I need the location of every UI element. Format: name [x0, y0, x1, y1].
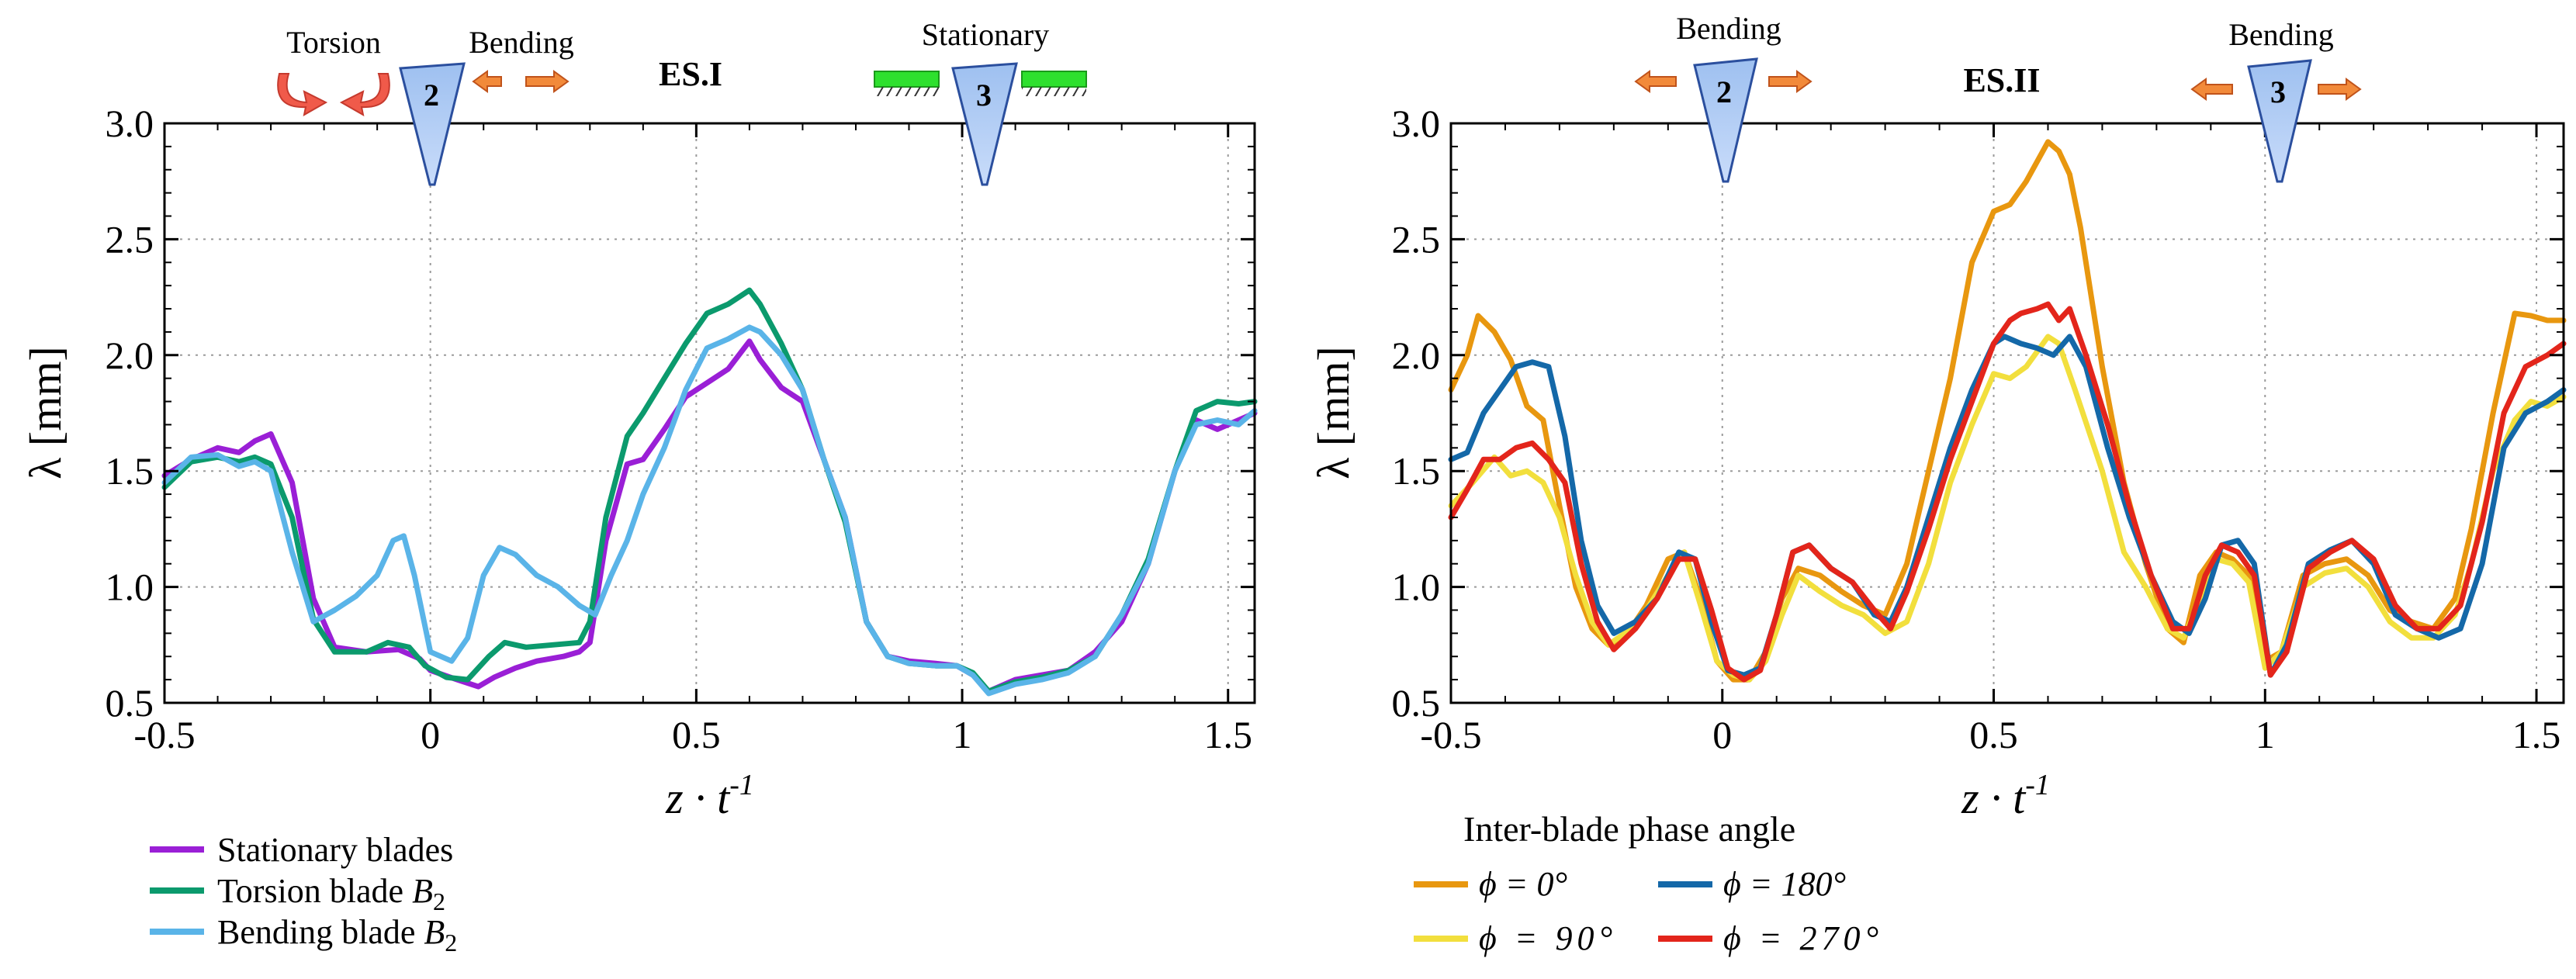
right-plot-frame: [1449, 122, 2565, 704]
left-blade-2-number: 2: [424, 78, 439, 112]
right-ticks: -0.5 0 0.5 1 1.5 0.5 1.0 1.5 2.0 2.5 3.0: [1392, 102, 2564, 756]
right-ytick-label: 0.5: [1392, 681, 1441, 725]
legend-label-bending: Bending blade B2: [217, 913, 457, 957]
right-xtick-label: 1: [2256, 713, 2275, 756]
right-blade-2-number: 2: [1716, 74, 1732, 109]
right-xlabel-sup: -1: [2025, 769, 2050, 801]
left-torsion-label: Torsion: [286, 25, 381, 60]
right-xlabel: z · t-1: [1961, 769, 2050, 823]
right-ytick-label: 2.0: [1392, 334, 1441, 377]
left-bending-arrows-icon: [472, 70, 570, 93]
right-blade-3-icon: 3: [2247, 59, 2312, 183]
legend-label-phi-90: ϕ = 90°: [1479, 919, 1617, 957]
right-xtick-label: 0.5: [1969, 713, 2018, 756]
left-ylabel: λ [mm]: [20, 346, 71, 479]
left-bending-label: Bending: [469, 25, 574, 60]
legend-title: Inter-blade phase angle: [1463, 809, 1795, 849]
left-legend: Stationary blades Torsion blade B2 Bendi…: [150, 831, 457, 957]
right-blade-2-icon: 2: [1693, 57, 1758, 183]
right-xtick-label: -0.5: [1420, 713, 1481, 756]
left-blade-3-number: 3: [976, 78, 992, 112]
left-ytick-label: 2.5: [106, 217, 154, 261]
right-bending-label-b: Bending: [2228, 17, 2334, 52]
left-gridlines: [164, 123, 1255, 703]
left-xtick-label: 1: [953, 713, 972, 756]
right-ytick-label: 1.0: [1392, 566, 1441, 609]
legend-label-stationary: Stationary blades: [217, 831, 453, 869]
left-ticks: -0.5 0 0.5 1 1.5 0.5 1.0 1.5 2.0 2.5 3.0: [106, 102, 1255, 756]
right-series-line-1: [1448, 334, 2567, 683]
left-blade-2-icon: 2: [399, 62, 466, 186]
right-series-line-0: [1448, 139, 2567, 683]
right-xtick-label: 0: [1712, 713, 1732, 756]
left-ytick-label: 0.5: [106, 681, 154, 725]
right-ytick-label: 3.0: [1392, 102, 1441, 145]
legend-label-phi-270: ϕ = 270°: [1723, 919, 1883, 957]
left-ytick-label: 2.0: [106, 334, 154, 377]
right-blade-3-number: 3: [2270, 74, 2286, 109]
left-ytick-label: 3.0: [106, 102, 154, 145]
right-gridlines: [1451, 123, 2564, 703]
left-xlabel-sup: -1: [729, 769, 754, 801]
right-panel-title: ES.II: [1963, 61, 2040, 99]
right-bending-arrows-b-icon: [2190, 78, 2362, 101]
right-ylabel: λ [mm]: [1308, 346, 1359, 479]
left-series-line-2: [161, 324, 1258, 697]
left-xlabel: z · t-1: [665, 769, 754, 823]
left-xlabel-main: z · t: [665, 773, 731, 823]
left-xtick-label: 0.5: [672, 713, 721, 756]
right-legend: Inter-blade phase angle ϕ = 0° ϕ = 180° …: [1414, 809, 1883, 957]
stationary-label: Stationary: [922, 17, 1049, 52]
left-plot-frame: [163, 122, 1256, 704]
right-ytick-label: 1.5: [1392, 449, 1441, 493]
legend-label-torsion: Torsion blade B2: [217, 872, 445, 915]
right-xlabel-main: z · t: [1961, 773, 2027, 823]
right-bending-arrows-a-icon: [1634, 70, 1813, 93]
right-panel: -0.5 0 0.5 1 1.5 0.5 1.0 1.5 2.0 2.5 3.0 λ [mm] z …: [1308, 11, 2567, 957]
left-xtick-label: 0: [421, 713, 440, 756]
left-blade-3-icon: 3: [951, 62, 1018, 186]
torsion-arrows-icon: [277, 73, 390, 116]
left-xtick-label: -0.5: [133, 713, 195, 756]
left-ytick-label: 1.5: [106, 449, 154, 493]
legend-label-phi-0: ϕ = 0°: [1479, 865, 1567, 903]
right-bending-label-a: Bending: [1676, 11, 1781, 46]
left-xtick-label: 1.5: [1203, 713, 1252, 756]
right-ytick-label: 2.5: [1392, 217, 1441, 261]
stationary-ground-icon: [874, 71, 1087, 96]
right-series-line-3: [1448, 301, 2567, 683]
left-series-lines: [161, 287, 1258, 697]
left-panel: -0.5 0 0.5 1 1.5 0.5 1.0 1.5 2.0 2.5 3.0 λ [mm] z …: [20, 17, 1258, 957]
right-xtick-label: 1.5: [2512, 713, 2561, 756]
left-panel-title: ES.I: [659, 55, 722, 93]
left-ytick-label: 1.0: [106, 566, 154, 609]
legend-label-phi-180: ϕ = 180°: [1723, 865, 1846, 903]
right-series-lines: [1448, 139, 2567, 683]
